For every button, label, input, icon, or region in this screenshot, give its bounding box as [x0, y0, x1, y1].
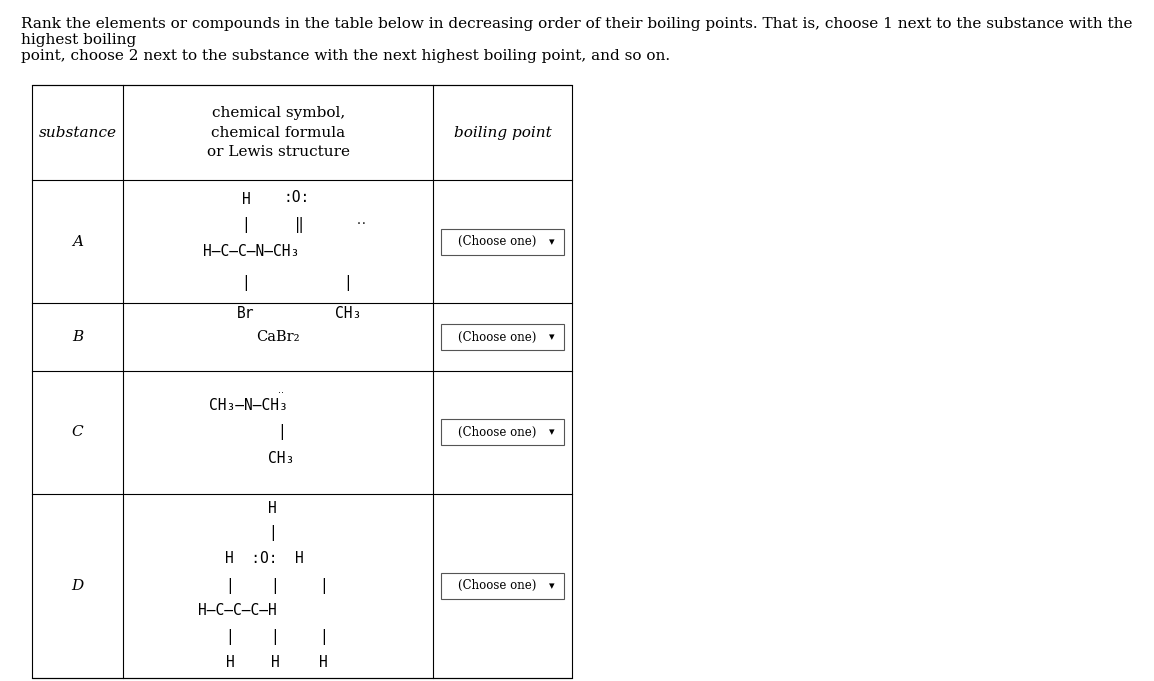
Text: |: |: [241, 274, 250, 291]
Text: CH₃—N—CH₃: CH₃—N—CH₃: [209, 398, 287, 413]
Text: |: |: [269, 525, 277, 541]
Text: boiling point: boiling point: [454, 126, 552, 140]
Text: CH₃: CH₃: [335, 306, 361, 321]
Text: |: |: [226, 577, 234, 594]
Text: ..: ..: [278, 385, 284, 394]
Text: substance: substance: [38, 126, 117, 140]
Text: ..: ..: [355, 217, 368, 226]
Text: :O:: :O:: [283, 190, 309, 205]
Text: D: D: [72, 579, 84, 592]
Text: (Choose one): (Choose one): [458, 235, 537, 249]
Text: |: |: [277, 424, 286, 441]
Text: ‖: ‖: [295, 217, 304, 233]
Text: (Choose one): (Choose one): [458, 579, 537, 592]
Text: Br: Br: [238, 306, 255, 321]
Text: H: H: [241, 192, 250, 207]
Text: |: |: [319, 629, 328, 645]
Text: H  :O:  H: H :O: H: [225, 551, 304, 566]
Text: H—C—C—N—CH₃: H—C—C—N—CH₃: [203, 244, 300, 259]
Text: |: |: [344, 274, 352, 291]
Text: H: H: [319, 655, 328, 670]
Text: H: H: [271, 655, 279, 670]
Text: ▾: ▾: [549, 428, 555, 437]
Text: B: B: [72, 330, 83, 344]
Text: |: |: [241, 217, 250, 233]
FancyBboxPatch shape: [442, 573, 564, 599]
Text: ▾: ▾: [549, 332, 555, 342]
Text: (Choose one): (Choose one): [458, 330, 537, 344]
Text: Rank the elements or compounds in the table below in decreasing order of their b: Rank the elements or compounds in the ta…: [22, 17, 1133, 63]
Text: C: C: [72, 426, 83, 439]
Text: H—C—C—C—H: H—C—C—C—H: [198, 603, 277, 618]
FancyBboxPatch shape: [442, 229, 564, 255]
Text: CH₃: CH₃: [269, 451, 294, 466]
FancyBboxPatch shape: [442, 419, 564, 445]
Text: (Choose one): (Choose one): [458, 426, 537, 439]
FancyBboxPatch shape: [442, 324, 564, 350]
Text: H: H: [269, 501, 277, 516]
Text: |: |: [271, 629, 279, 645]
Text: A: A: [72, 235, 83, 249]
Text: ▾: ▾: [549, 237, 555, 247]
Text: CaBr₂: CaBr₂: [256, 330, 300, 344]
Text: H: H: [226, 655, 234, 670]
Text: |: |: [319, 577, 328, 594]
Text: |: |: [271, 577, 279, 594]
Text: |: |: [226, 629, 234, 645]
Text: ▾: ▾: [549, 581, 555, 590]
Text: chemical symbol,
chemical formula
or Lewis structure: chemical symbol, chemical formula or Lew…: [207, 106, 350, 159]
